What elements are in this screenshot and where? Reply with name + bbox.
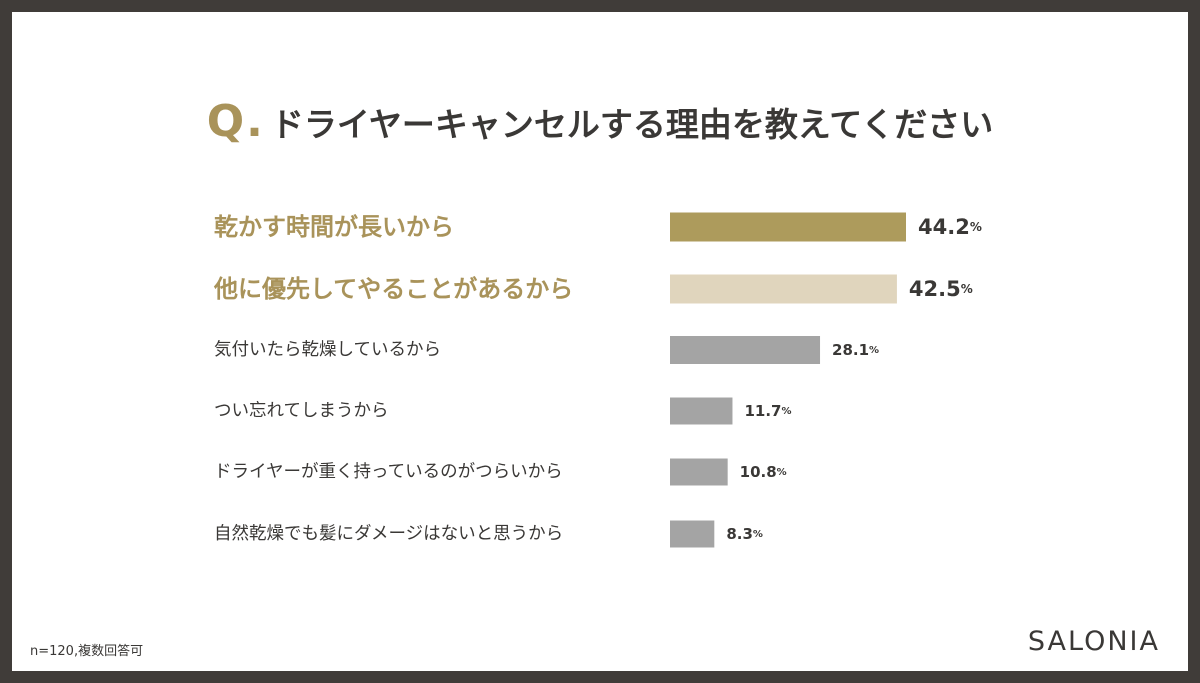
question-text: ドライヤーキャンセルする理由を教えてください — [270, 104, 994, 144]
question-mark: Q. — [206, 96, 265, 147]
question-title: Q. ドライヤーキャンセルする理由を教えてください — [12, 96, 1188, 147]
bar — [670, 212, 906, 242]
category-label: ドライヤーが重く持っているのがつらいから — [214, 462, 563, 482]
sample-footnote: n=120,複数回答可 — [30, 644, 144, 659]
bar — [670, 520, 715, 548]
bar-chart: 乾かす時間が長いから 44.2% 他に優先してやることがあるから 42.5% 気付いたら… — [213, 212, 982, 548]
value-label: 44.2% — [918, 215, 982, 239]
slide-card: Q. ドライヤーキャンセルする理由を教えてください 乾かす時間が長いから 44.2%… — [12, 12, 1188, 671]
bar — [670, 336, 821, 364]
bar — [670, 274, 897, 304]
value-label: 28.1% — [832, 341, 879, 359]
brand-logo: SALONIA — [1027, 626, 1160, 657]
category-label: 乾かす時間が長いから — [214, 213, 454, 241]
value-label: 10.8% — [740, 463, 787, 481]
value-label: 8.3% — [726, 525, 763, 543]
bar — [670, 397, 733, 425]
category-label: 自然乾燥でも髪にダメージはないと思うから — [214, 523, 563, 544]
category-label: 気付いたら乾燥しているから — [214, 340, 441, 360]
bar — [670, 458, 728, 486]
value-label: 11.7% — [744, 402, 791, 420]
category-label: つい忘れてしまうから — [214, 401, 388, 421]
category-label: 他に優先してやることがあるから — [213, 275, 573, 303]
value-label: 42.5% — [909, 277, 973, 301]
